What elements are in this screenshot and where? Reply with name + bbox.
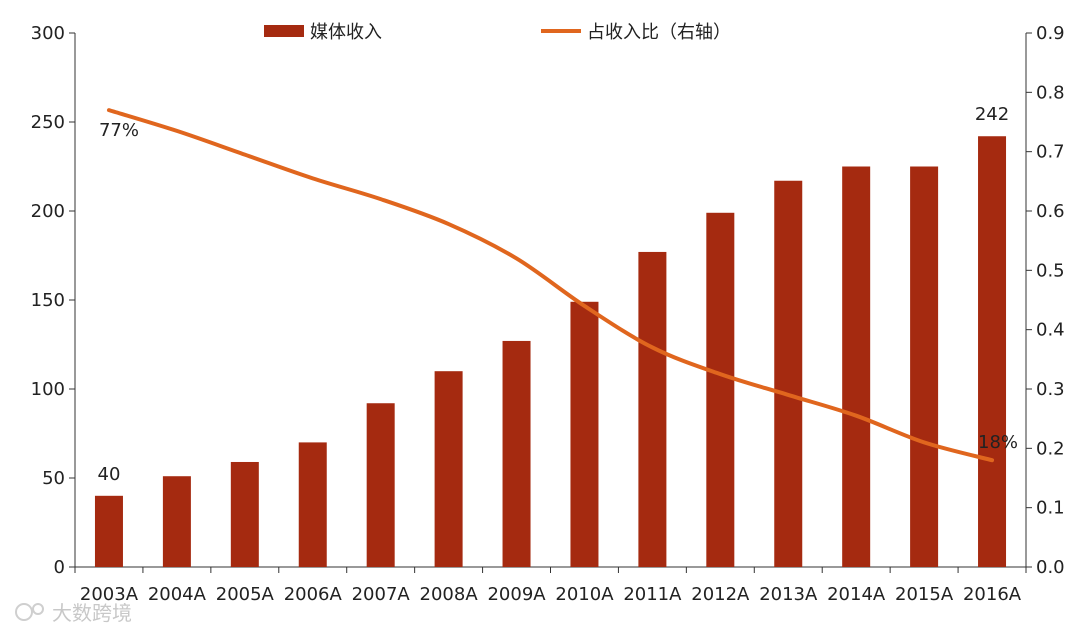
bar [366, 403, 395, 567]
y-right-tick-label: 0.1 [1036, 498, 1065, 519]
line-series [106, 108, 995, 463]
y-right-tick-label: 0.4 [1036, 320, 1065, 341]
bar [434, 371, 463, 567]
bar [774, 180, 803, 568]
bar [570, 301, 599, 567]
y-left-tick-label: 300 [31, 23, 65, 44]
bar [94, 495, 123, 567]
y-right-tick-label: 0.0 [1036, 557, 1065, 578]
line-label-first: 77% [99, 120, 139, 141]
bar [706, 212, 735, 567]
legend: 媒体收入 占收入比（右轴） [264, 22, 731, 43]
bar [978, 136, 1007, 568]
bar-label-last: 242 [975, 104, 1009, 125]
y-right-tick-label: 0.5 [1036, 260, 1065, 281]
y-left-tick-label: 150 [31, 290, 65, 311]
bar [638, 251, 667, 567]
x-tick-label: 2007A [352, 584, 411, 605]
bar [502, 340, 531, 567]
y-right-tick-label: 0.2 [1036, 438, 1065, 459]
bar-series [94, 136, 1007, 568]
x-tick-label: 2012A [691, 584, 750, 605]
y-right-tick-label: 0.8 [1036, 82, 1065, 103]
y-right-tick-label: 0.7 [1036, 142, 1065, 163]
legend-line-label: 占收入比（右轴） [587, 22, 731, 43]
watermark: 大数跨境 [15, 601, 132, 625]
bar [842, 166, 871, 567]
bar [162, 476, 191, 567]
x-tick-label: 2003A [80, 584, 139, 605]
y-left-tick-label: 0 [54, 557, 65, 578]
legend-bar-swatch [264, 25, 304, 37]
bar [298, 442, 327, 567]
line-path [106, 108, 995, 463]
x-tick-label: 2006A [284, 584, 343, 605]
x-tick-label: 2010A [555, 584, 614, 605]
data-labels: 40 242 77% 18% [98, 104, 1019, 485]
y-right-tick-label: 0.3 [1036, 379, 1065, 400]
y-left-tick-label: 250 [31, 112, 65, 133]
bar [910, 166, 939, 567]
y-left-tick-label: 200 [31, 201, 65, 222]
x-tick-label: 2009A [487, 584, 546, 605]
y-left-tick-label: 50 [42, 468, 65, 489]
x-tick-label: 2013A [759, 584, 818, 605]
watermark-logo-icon-inner [32, 603, 44, 615]
legend-bar-label: 媒体收入 [310, 22, 382, 43]
bar [230, 461, 259, 567]
y-right-tick-label: 0.6 [1036, 201, 1065, 222]
x-tick-label: 2014A [827, 584, 886, 605]
y-left-tick-label: 100 [31, 379, 65, 400]
x-tick-label: 2011A [623, 584, 682, 605]
x-tick-label: 2005A [216, 584, 275, 605]
x-tick-label: 2015A [895, 584, 954, 605]
line-label-last: 18% [978, 432, 1018, 453]
watermark-logo-icon [15, 603, 33, 621]
x-tick-label: 2016A [963, 584, 1022, 605]
y-right-tick-label: 0.9 [1036, 23, 1065, 44]
x-tick-label: 2008A [420, 584, 479, 605]
bar-label-first: 40 [98, 464, 121, 485]
watermark-text: 大数跨境 [52, 601, 132, 625]
x-tick-label: 2004A [148, 584, 207, 605]
